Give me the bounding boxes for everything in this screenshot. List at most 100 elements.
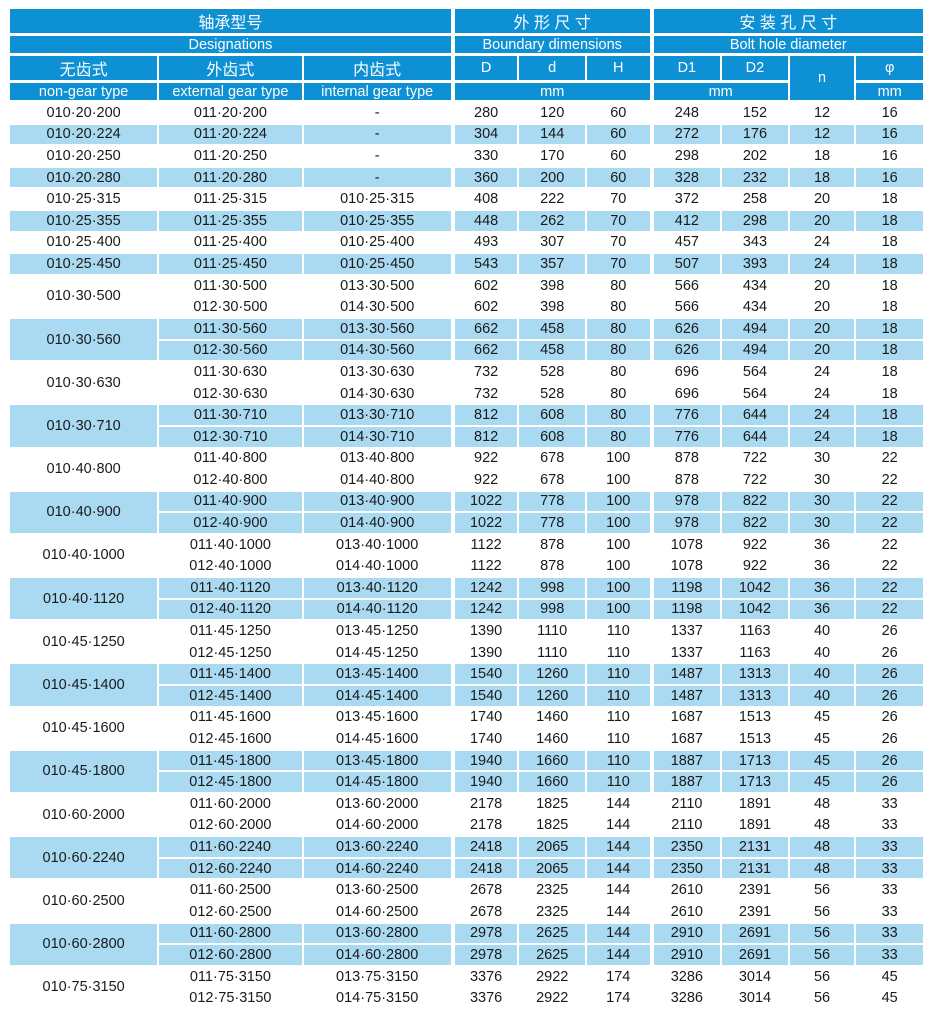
- header-non-gear-en: non-gear type: [7, 80, 160, 103]
- cell-H: 110: [584, 684, 653, 708]
- cell-phi: 18: [854, 424, 925, 449]
- cell-D: 1122: [450, 532, 520, 557]
- table-row: 012·30·630 014·30·630 732 528 80 696 564 24 18: [9, 381, 925, 406]
- cell-H: 80: [584, 316, 653, 341]
- cell-d: 307: [517, 230, 587, 255]
- cell-phi: 18: [854, 273, 925, 298]
- cell-D: 1390: [450, 619, 520, 643]
- cell-n: 36: [787, 597, 857, 622]
- cell-D: 2418: [450, 835, 520, 859]
- table-row: 012·40·1120 014·40·1120 1242 998 100 1198 1042…: [9, 597, 925, 622]
- cell-external-gear-type: 011·30·500: [157, 273, 304, 298]
- cell-D1: 1687: [649, 727, 723, 751]
- cell-internal-gear-type: 014·40·1000: [301, 554, 454, 579]
- cell-non-gear-type: 010·20·250: [7, 144, 160, 168]
- cell-d: 222: [517, 187, 587, 211]
- cell-H: 110: [584, 727, 653, 751]
- cell-D: 922: [450, 446, 520, 471]
- cell-internal-gear-type: 014·60·2240: [301, 856, 454, 881]
- cell-external-gear-type: 011·20·250: [157, 144, 304, 168]
- cell-n: 36: [787, 554, 857, 579]
- bearing-spec-table: 轴承型号 外 形 尺 寸 安 装 孔 尺 寸 Designations Boun…: [7, 6, 926, 1010]
- cell-external-gear-type: 011·40·1000: [157, 532, 304, 557]
- cell-phi: 22: [854, 554, 925, 579]
- cell-phi: 26: [854, 662, 925, 687]
- cell-D2: 393: [720, 252, 790, 276]
- header-col-d: d: [517, 53, 587, 83]
- table-row: 010·30·710 011·30·710 013·30·710 812 608 80 77…: [7, 403, 925, 449]
- cell-D: 493: [450, 230, 520, 255]
- cell-internal-gear-type: 014·40·800: [301, 468, 454, 492]
- cell-H: 70: [584, 230, 653, 255]
- cell-internal-gear-type: 010·25·355: [301, 208, 454, 233]
- header-col-n: n: [787, 53, 857, 103]
- cell-phi: 22: [854, 511, 925, 535]
- cell-n: 48: [787, 792, 857, 816]
- cell-d: 1460: [517, 705, 587, 730]
- cell-non-gear-type: 010·45·1250: [7, 619, 160, 665]
- table-row: 012·60·2240 014·60·2240 2418 2065 144 2350 213…: [9, 856, 925, 881]
- cell-D2: 1513: [720, 705, 790, 730]
- cell-H: 110: [584, 640, 653, 665]
- header-internal-gear-cn: 内齿式: [301, 53, 454, 83]
- cell-phi: 16: [854, 144, 925, 168]
- cell-phi: 26: [854, 705, 925, 730]
- cell-D2: 1163: [720, 640, 790, 665]
- cell-non-gear-type: 010·60·2800: [7, 921, 160, 967]
- cell-H: 144: [584, 813, 653, 838]
- cell-external-gear-type: 012·60·2800: [157, 943, 304, 967]
- cell-internal-gear-type: 014·40·1120: [301, 597, 454, 622]
- cell-non-gear-type: 010·60·2000: [7, 791, 160, 838]
- cell-d: 1660: [517, 748, 587, 773]
- cell-D: 304: [450, 122, 520, 147]
- cell-external-gear-type: 012·45·1800: [157, 770, 304, 794]
- cell-H: 110: [584, 748, 653, 773]
- cell-D1: 328: [649, 165, 723, 190]
- cell-d: 878: [517, 532, 587, 557]
- cell-external-gear-type: 011·25·400: [157, 230, 304, 255]
- cell-n: 56: [787, 943, 857, 967]
- cell-phi: 18: [854, 230, 925, 255]
- cell-D2: 434: [720, 295, 790, 319]
- cell-internal-gear-type: 013·45·1600: [301, 705, 454, 730]
- cell-D1: 1487: [649, 662, 723, 687]
- cell-D1: 1198: [649, 597, 723, 622]
- cell-non-gear-type: 010·30·710: [7, 403, 160, 449]
- cell-D2: 434: [720, 273, 790, 298]
- cell-d: 2065: [517, 835, 587, 859]
- cell-H: 144: [584, 878, 653, 902]
- cell-external-gear-type: 012·60·2240: [157, 856, 304, 881]
- cell-H: 70: [584, 208, 653, 233]
- table-row: 010·60·2240 011·60·2240 013·60·2240 2418 206…: [7, 835, 925, 881]
- cell-D2: 2131: [720, 856, 790, 881]
- cell-D1: 372: [649, 187, 723, 211]
- cell-d: 357: [517, 252, 587, 276]
- cell-d: 778: [517, 511, 587, 535]
- cell-D2: 494: [720, 316, 790, 341]
- cell-external-gear-type: 011·45·1600: [157, 705, 304, 730]
- cell-phi: 33: [854, 835, 925, 859]
- cell-D: 2418: [450, 856, 520, 881]
- cell-D1: 412: [649, 208, 723, 233]
- cell-phi: 45: [854, 986, 925, 1010]
- cell-H: 60: [584, 165, 653, 190]
- cell-d: 678: [517, 446, 587, 471]
- table-row: 012·40·1000 014·40·1000 1122 878 100 1078 922 3…: [9, 554, 925, 579]
- cell-D2: 1891: [720, 813, 790, 838]
- header-col-D1: D1: [649, 53, 723, 83]
- cell-internal-gear-type: 013·30·630: [301, 360, 454, 384]
- cell-n: 56: [787, 878, 857, 902]
- cell-n: 48: [787, 856, 857, 881]
- cell-H: 110: [584, 662, 653, 687]
- cell-phi: 45: [854, 964, 925, 989]
- cell-external-gear-type: 011·45·1800: [157, 748, 304, 773]
- table-row: 010·40·900 011·40·900 013·40·900 1022 778 100…: [7, 489, 925, 535]
- cell-external-gear-type: 012·60·2500: [157, 899, 304, 924]
- cell-D: 2178: [450, 792, 520, 816]
- cell-D: 1740: [450, 705, 520, 730]
- cell-phi: 33: [854, 878, 925, 902]
- cell-D2: 202: [720, 144, 790, 168]
- cell-internal-gear-type: 013·45·1250: [301, 619, 454, 643]
- header-boundary-dimensions-en: Boundary dimensions: [450, 33, 653, 56]
- cell-n: 18: [787, 165, 857, 190]
